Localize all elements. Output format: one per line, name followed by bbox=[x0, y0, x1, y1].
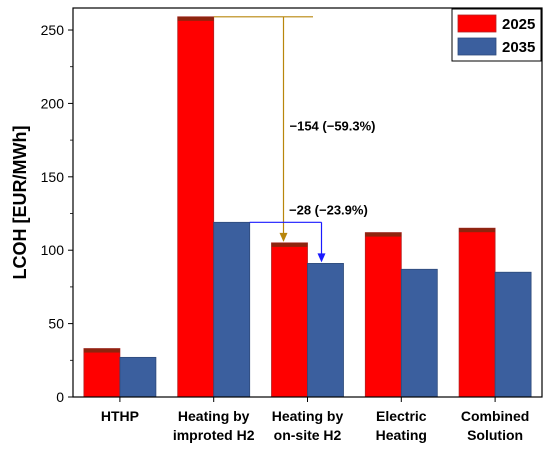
bar-2035-3 bbox=[400, 268, 438, 398]
bar-2035-1 bbox=[213, 221, 251, 398]
x-tick-label-3-1: Heating bbox=[376, 427, 427, 443]
annotation-arrow-2 bbox=[317, 253, 326, 263]
axes: HTHP Heating by improted H2 Heating by on-si… bbox=[41, 7, 543, 443]
annotations: −154 (−59.3%) −28 (−23.9%) bbox=[213, 16, 376, 263]
x-tick-label-4-0: Combined bbox=[461, 408, 529, 424]
x-tick-label-2-1: on-site H2 bbox=[274, 427, 342, 443]
y-axis-title: LCOH [EUR/MWh] bbox=[10, 126, 30, 280]
bar-cap-2025-1 bbox=[177, 16, 214, 21]
bar-cap-2025-4 bbox=[459, 228, 496, 233]
bar-2035-0 bbox=[119, 356, 157, 398]
x-tick-label-2-0: Heating by bbox=[272, 408, 344, 424]
bar-cap-2025-0 bbox=[83, 348, 120, 353]
y-tick-label-100: 100 bbox=[41, 242, 65, 258]
bar-cap-2025-2 bbox=[271, 242, 308, 247]
legend-label-2035: 2035 bbox=[502, 39, 535, 56]
legend: 2025 2035 bbox=[451, 8, 542, 62]
y-tick-label-200: 200 bbox=[41, 95, 65, 111]
bar-2035-2 bbox=[307, 263, 344, 398]
legend-swatch-2035 bbox=[457, 37, 497, 56]
y-tick-label-150: 150 bbox=[41, 169, 65, 185]
y-tick-label-0: 0 bbox=[56, 389, 64, 405]
bar-2025-2 bbox=[271, 242, 308, 398]
annotation-text-2: −28 (−23.9%) bbox=[289, 202, 368, 217]
bar-2025-4 bbox=[458, 227, 496, 398]
plot-frame bbox=[72, 7, 543, 398]
legend-label-2025: 2025 bbox=[502, 16, 535, 33]
x-tick-label-3-0: Electric bbox=[376, 408, 427, 424]
x-tick-label-0-0: HTHP bbox=[101, 408, 139, 424]
bar-cap-2025-3 bbox=[365, 232, 402, 237]
annotation-arrow-1 bbox=[279, 232, 288, 242]
bar-2035-4 bbox=[494, 271, 532, 398]
legend-swatch-2025 bbox=[457, 14, 497, 33]
y-tick-label-50: 50 bbox=[48, 316, 64, 332]
bar-2025-3 bbox=[364, 232, 402, 398]
x-tick-label-1-1: improted H2 bbox=[173, 427, 255, 443]
annotation-text-1: −154 (−59.3%) bbox=[290, 118, 376, 133]
x-tick-label-4-1: Solution bbox=[467, 427, 523, 443]
bars-layer bbox=[83, 16, 532, 398]
bar-2025-1 bbox=[177, 16, 215, 398]
x-tick-label-1-0: Heating by bbox=[178, 408, 250, 424]
y-tick-label-250: 250 bbox=[41, 22, 65, 38]
bar-2025-0 bbox=[83, 348, 121, 398]
